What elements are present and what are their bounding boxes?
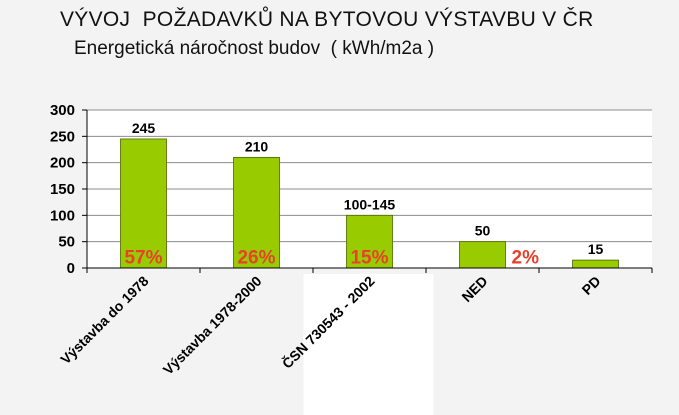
bar-2: [346, 214, 393, 269]
y-tick-label: 250: [50, 128, 75, 145]
percent-label: 15%: [350, 247, 388, 268]
data-label: 15: [588, 241, 604, 257]
chart-subtitle: Energetická náročnost budov ( kWh/m2a ): [74, 38, 435, 59]
bar-0: [120, 138, 167, 269]
x-category-label: Výstavba 1978-2000: [160, 273, 265, 378]
y-tick-label: 200: [50, 155, 75, 172]
bar-4: [572, 259, 619, 269]
y-tick-label: 300: [50, 102, 75, 119]
x-category-label: Výstavba do 1978: [57, 273, 152, 368]
y-tick-label: 100: [50, 207, 75, 224]
data-label: 50: [475, 223, 491, 239]
percent-label: 57%: [124, 247, 162, 268]
bar-1: [233, 156, 280, 269]
x-category-label: NED: [458, 273, 490, 305]
y-tick-label: 150: [50, 181, 75, 198]
data-label: 245: [132, 120, 156, 136]
data-label: 210: [245, 138, 269, 154]
data-label: 100-145: [344, 196, 396, 212]
percent-label: 2%: [512, 247, 540, 268]
x-category-label: PD: [579, 273, 604, 298]
percent-label: 26%: [237, 247, 275, 268]
category-highlight-box: [303, 274, 434, 415]
y-tick-label: 0: [67, 260, 75, 277]
chart-title: VÝVOJ POŽADAVKŮ NA BYTOVOU VÝSTAVBU V ČR: [60, 8, 594, 31]
y-tick-label: 50: [58, 234, 75, 251]
bar-3: [459, 241, 506, 269]
